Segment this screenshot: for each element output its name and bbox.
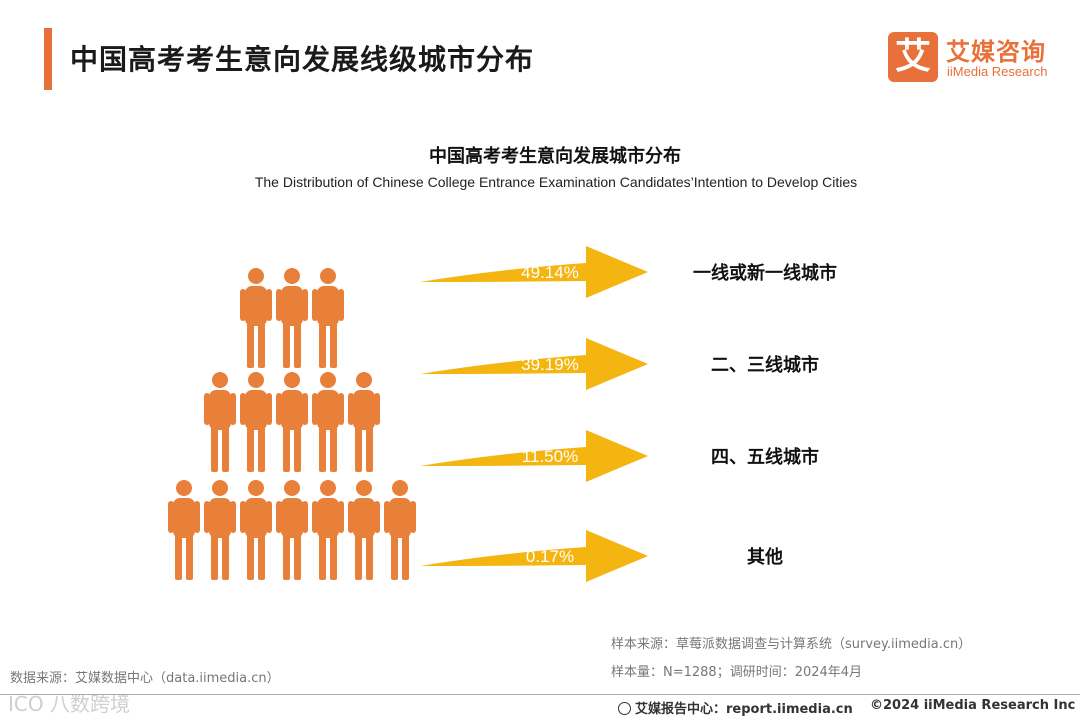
watermark: ICO 八数跨境	[8, 692, 130, 716]
person-icon	[348, 372, 380, 472]
data-label: 49.14%	[521, 263, 579, 282]
category-label: 四、五线城市	[711, 446, 819, 468]
copyright: ©2024 iiMedia Research Inc	[870, 698, 1076, 713]
person-icon	[276, 268, 308, 368]
person-icon	[276, 372, 308, 472]
arrow-shape	[420, 530, 648, 582]
logo-mark: 艾	[888, 32, 938, 82]
brand-logo: 艾 艾媒咨询 iiMedia Research	[888, 30, 1058, 84]
people-pyramid	[168, 268, 416, 580]
person-icon	[312, 268, 344, 368]
title-accent-bar	[44, 28, 52, 90]
data-arrow: 49.14%	[420, 246, 648, 298]
person-icon	[348, 480, 380, 580]
data-arrow: 39.19%	[420, 338, 648, 390]
data-label: 39.19%	[521, 355, 579, 374]
chart-subtitle: The Distribution of Chinese College Entr…	[254, 174, 858, 190]
person-icon	[240, 480, 272, 580]
person-icon	[276, 480, 308, 580]
chart-title: 中国高考考生意向发展城市分布	[429, 146, 681, 167]
person-icon	[204, 480, 236, 580]
category-label: 其他	[747, 546, 783, 568]
person-icon	[240, 372, 272, 472]
category-label: 一线或新一线城市	[693, 262, 837, 284]
data-source: 数据来源：艾媒数据中心（data.iimedia.cn）	[10, 671, 280, 686]
data-label: 11.50%	[522, 447, 578, 466]
arrow-shape	[420, 246, 648, 298]
report-center-text: 艾媒报告中心：report.iimedia.cn	[635, 702, 853, 717]
arrow-shape	[420, 338, 648, 390]
page-title: 中国高考考生意向发展线级城市分布	[70, 43, 535, 76]
sample-size: 样本量：N=1288；调研时间：2024年4月	[611, 665, 863, 680]
footer-divider	[0, 694, 1080, 695]
logo-english-name: iiMedia Research	[947, 64, 1048, 79]
logo-chinese-name: 艾媒咨询	[946, 38, 1046, 66]
report-center: 艾媒报告中心：report.iimedia.cn	[618, 698, 853, 717]
data-arrow: 11.50%	[420, 430, 648, 482]
data-arrow: 0.17%	[420, 530, 648, 582]
person-icon	[168, 480, 200, 580]
sample-source: 样本来源：草莓派数据调查与计算系统（survey.iimedia.cn）	[611, 637, 972, 652]
arrow-shape	[420, 430, 648, 482]
globe-icon	[618, 702, 631, 715]
person-icon	[384, 480, 416, 580]
data-label: 0.17%	[526, 547, 574, 566]
person-icon	[204, 372, 236, 472]
person-icon	[312, 372, 344, 472]
category-label: 二、三线城市	[711, 354, 819, 376]
person-icon	[240, 268, 272, 368]
person-icon	[312, 480, 344, 580]
